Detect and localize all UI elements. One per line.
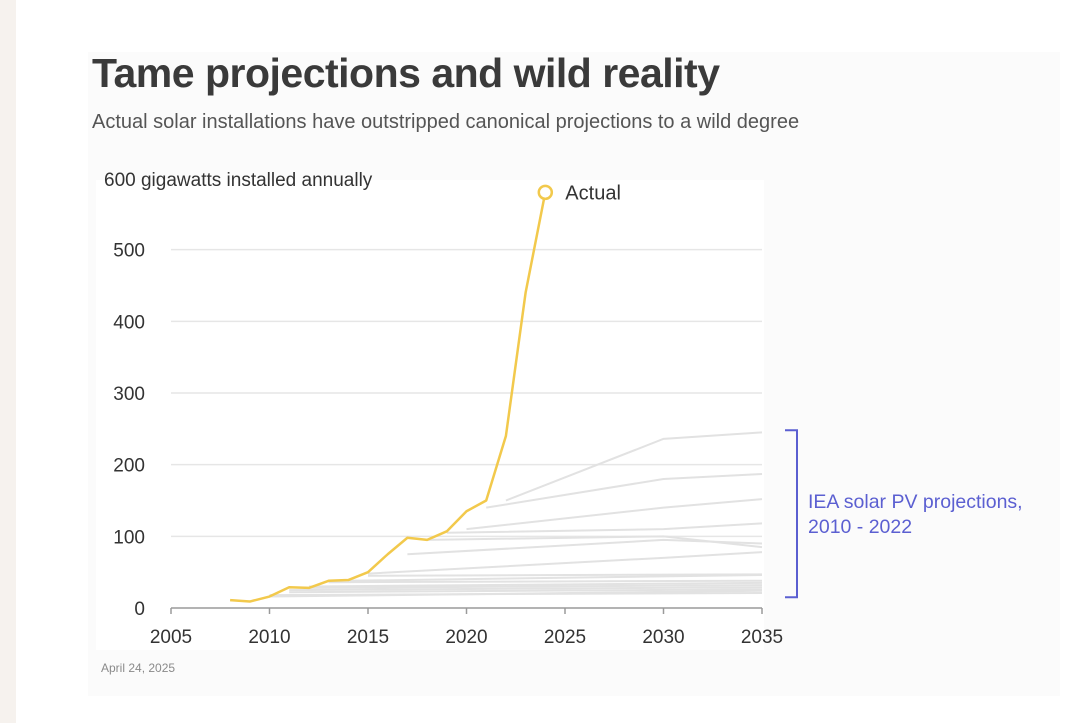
y-tick-label: 400	[113, 312, 145, 333]
x-tick-label: 2020	[445, 627, 487, 648]
chart-subtitle: Actual solar installations have outstrip…	[92, 111, 800, 133]
projections-bracket	[785, 429, 798, 599]
projection-line	[505, 431, 763, 502]
x-tick-label: 2030	[642, 627, 684, 648]
y-tick-label: 200	[113, 456, 145, 477]
projection-line	[308, 581, 763, 588]
y-tick-label: 300	[113, 384, 145, 405]
projection-line	[348, 574, 763, 582]
x-tick-label: 2010	[248, 627, 290, 648]
actual-series-label: Actual	[565, 182, 621, 204]
x-tick-label: 2035	[741, 627, 783, 648]
actual-endpoint-marker	[537, 184, 554, 201]
plot-area-background	[96, 180, 764, 650]
x-tick-label: 2005	[150, 627, 192, 648]
projection-line	[328, 579, 763, 584]
projection-line	[289, 588, 763, 594]
date-stamp: April 24, 2025	[101, 661, 176, 675]
y-tick-label: 100	[113, 527, 145, 548]
x-tick-label: 2025	[544, 627, 586, 648]
actual-series-line	[230, 192, 547, 603]
projection-line	[289, 586, 763, 592]
projection-line	[308, 584, 763, 589]
projection-line	[367, 551, 763, 575]
projection-line	[367, 573, 763, 577]
y-axis-label: 600 gigawatts installed annually	[104, 170, 373, 191]
projections-label: 2010 - 2022	[808, 516, 912, 538]
projection-line	[446, 522, 763, 534]
projection-line	[466, 498, 763, 531]
projection-line	[269, 589, 763, 598]
projection-line	[427, 535, 763, 549]
x-tick-label: 2015	[347, 627, 389, 648]
projection-line	[486, 472, 763, 509]
y-tick-label: 500	[113, 241, 145, 262]
projections-label: IEA solar PV projections,	[808, 491, 1023, 513]
y-tick-label: 0	[134, 599, 145, 620]
chart-title: Tame projections and wild reality	[92, 50, 720, 96]
projection-line	[407, 538, 763, 556]
